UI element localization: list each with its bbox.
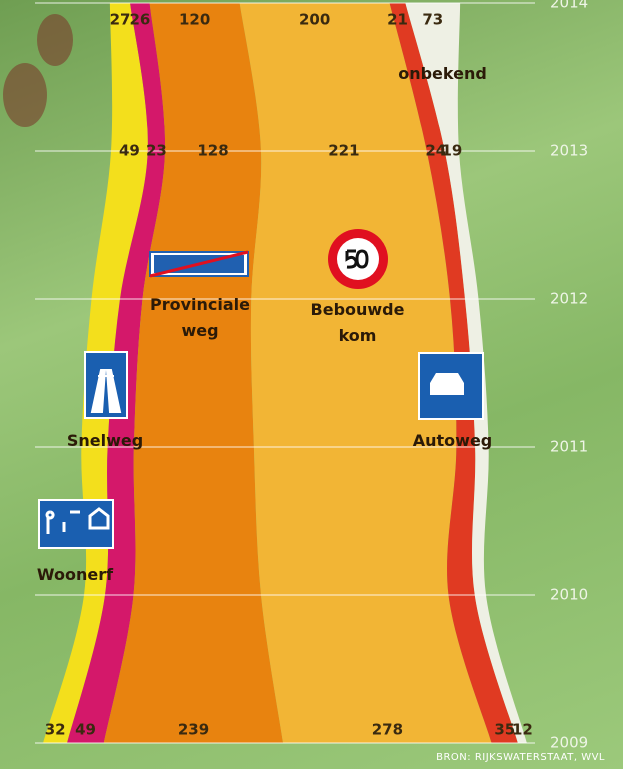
icon-woonerf bbox=[45, 507, 110, 534]
value-label: 278 bbox=[372, 721, 403, 739]
decor bbox=[3, 63, 47, 127]
value-label: 27 bbox=[110, 11, 131, 29]
icon-autoweg bbox=[430, 373, 464, 395]
icons bbox=[3, 14, 484, 549]
stream-area bbox=[239, 3, 492, 743]
value-label: 19 bbox=[441, 142, 462, 160]
value-label: 128 bbox=[197, 142, 228, 160]
value-label: 200 bbox=[299, 11, 330, 29]
icon-woonerf bbox=[38, 499, 114, 549]
year-label: 2013 bbox=[550, 142, 588, 160]
value-label: 32 bbox=[45, 721, 66, 739]
series-label: Autoweg bbox=[412, 431, 493, 450]
series-label: onbekend bbox=[398, 64, 487, 83]
value-label: 73 bbox=[422, 11, 443, 29]
value-label: 239 bbox=[178, 721, 209, 739]
decor bbox=[37, 14, 73, 66]
value-label: 221 bbox=[328, 142, 359, 160]
source: BRON: RIJKSWATERSTAAT, WVL bbox=[436, 752, 605, 763]
icon-utrecht bbox=[149, 250, 249, 278]
value-label: 49 bbox=[75, 721, 96, 739]
value-label: 12 bbox=[512, 721, 533, 739]
stream-area bbox=[103, 3, 284, 743]
icon-snelweg bbox=[84, 351, 128, 419]
value-label: 35 bbox=[494, 721, 515, 739]
series-label: Provinciale weg bbox=[149, 295, 250, 340]
value-label: 49 bbox=[119, 142, 140, 160]
value-label: 21 bbox=[387, 11, 408, 29]
series-label: Woonerf bbox=[36, 565, 114, 584]
series-label: Bebouwde kom bbox=[310, 300, 405, 345]
value-label: 26 bbox=[129, 11, 150, 29]
value-label: 23 bbox=[146, 142, 167, 160]
year-label: 2010 bbox=[550, 586, 588, 604]
series-label: Snelweg bbox=[66, 431, 144, 450]
grid: 2009 2010 2011 2012 2013 2014 bbox=[35, 0, 588, 752]
value-label: 120 bbox=[179, 11, 210, 29]
year-label: 2009 bbox=[550, 734, 588, 752]
labels: 32 49 27 49 23 26 239 128 120 278 221 200 35 24 21 12 19… bbox=[45, 11, 533, 739]
year-label: 2011 bbox=[550, 438, 588, 456]
icon-snelweg bbox=[90, 369, 122, 413]
value-label: 24 bbox=[425, 142, 446, 160]
year-label: 2012 bbox=[550, 290, 588, 308]
icon-speed bbox=[345, 249, 369, 269]
year-label: 2014 bbox=[550, 0, 588, 12]
